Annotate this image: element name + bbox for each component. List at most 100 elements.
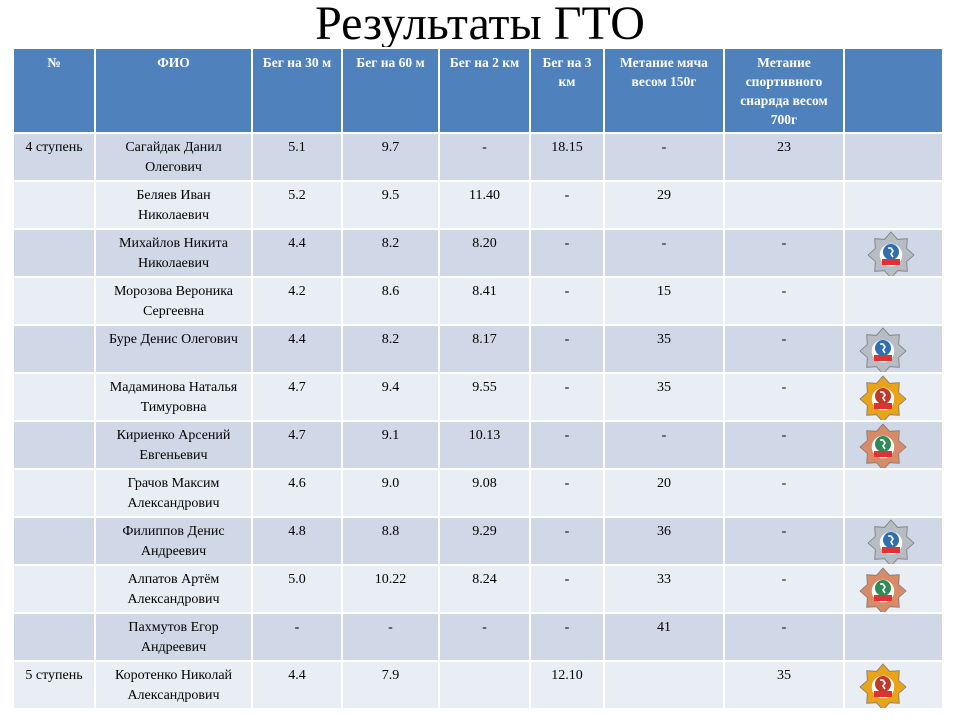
ball-throw-cell: - — [603, 228, 725, 278]
run-60m-cell: 7.9 — [341, 660, 440, 710]
run-2km-cell: 8.17 — [438, 324, 531, 374]
table-row: Филиппов Денис Андреевич 4.8 8.8 9.29 - … — [12, 516, 944, 566]
stage-cell — [12, 468, 96, 518]
stage-cell — [12, 180, 96, 230]
medal-cell — [843, 420, 944, 470]
table-row: 5 ступень Коротенко Николай Александрови… — [12, 660, 944, 710]
ball-throw-cell: 35 — [603, 324, 725, 374]
name-cell: Пахмутов Егор Андреевич — [94, 612, 253, 662]
results-table: № ФИО Бег на 30 м Бег на 60 м Бег на 2 к… — [12, 47, 944, 710]
run-3km-cell: 12.10 — [529, 660, 605, 710]
gto-badge-icon — [859, 375, 907, 419]
name-cell: Сагайдак Данил Олегович — [94, 132, 253, 182]
stage-cell — [12, 276, 96, 326]
projectile-throw-cell: 23 — [723, 132, 845, 182]
run-3km-cell: - — [529, 516, 605, 566]
col-header-ball-throw: Метание мяча весом 150г — [603, 47, 725, 134]
run-30m-cell: 4.2 — [251, 276, 343, 326]
gto-badge-icon — [867, 231, 915, 275]
stage-cell — [12, 420, 96, 470]
gto-badge-icon — [867, 519, 915, 563]
run-2km-cell: 8.41 — [438, 276, 531, 326]
stage-cell — [12, 612, 96, 662]
table-row: Морозова Вероника Сергеевна 4.2 8.6 8.41… — [12, 276, 944, 326]
col-header-number: № — [12, 47, 96, 134]
projectile-throw-cell: - — [723, 468, 845, 518]
run-60m-cell: 9.7 — [341, 132, 440, 182]
projectile-throw-cell — [723, 180, 845, 230]
run-30m-cell: 4.4 — [251, 660, 343, 710]
table-row: Беляев Иван Николаевич 5.2 9.5 11.40 - 2… — [12, 180, 944, 230]
run-60m-cell: 8.2 — [341, 324, 440, 374]
col-header-projectile-throw: Метание спортивного снаряда весом 700г — [723, 47, 845, 134]
run-2km-cell: 9.29 — [438, 516, 531, 566]
run-2km-cell: 9.08 — [438, 468, 531, 518]
run-60m-cell: 8.2 — [341, 228, 440, 278]
run-30m-cell: 4.7 — [251, 420, 343, 470]
run-2km-cell: 8.20 — [438, 228, 531, 278]
medal-cell — [843, 276, 944, 326]
run-60m-cell: - — [341, 612, 440, 662]
run-60m-cell: 10.22 — [341, 564, 440, 614]
stage-cell: 5 ступень — [12, 660, 96, 710]
run-2km-cell: 11.40 — [438, 180, 531, 230]
name-cell: Михайлов Никита Николаевич — [94, 228, 253, 278]
ball-throw-cell — [603, 660, 725, 710]
medal-cell — [843, 564, 944, 614]
run-30m-cell: 4.4 — [251, 228, 343, 278]
table-row: 4 ступень Сагайдак Данил Олегович 5.1 9.… — [12, 132, 944, 182]
table-row: Мадаминова Наталья Тимуровна 4.7 9.4 9.5… — [12, 372, 944, 422]
medal-cell — [843, 660, 944, 710]
stage-cell — [12, 564, 96, 614]
run-30m-cell: 5.1 — [251, 132, 343, 182]
stage-cell: 4 ступень — [12, 132, 96, 182]
projectile-throw-cell: 35 — [723, 660, 845, 710]
ball-throw-cell: 15 — [603, 276, 725, 326]
table-row: Алпатов Артём Александрович 5.0 10.22 8.… — [12, 564, 944, 614]
medal-cell — [843, 372, 944, 422]
ball-throw-cell: 33 — [603, 564, 725, 614]
run-3km-cell: - — [529, 612, 605, 662]
col-header-medal — [843, 47, 944, 134]
name-cell: Мадаминова Наталья Тимуровна — [94, 372, 253, 422]
run-30m-cell: 4.6 — [251, 468, 343, 518]
run-60m-cell: 8.8 — [341, 516, 440, 566]
projectile-throw-cell: - — [723, 612, 845, 662]
name-cell: Морозова Вероника Сергеевна — [94, 276, 253, 326]
run-60m-cell: 9.4 — [341, 372, 440, 422]
table-row: Кириенко Арсений Евгеньевич 4.7 9.1 10.1… — [12, 420, 944, 470]
medal-cell — [843, 324, 944, 374]
name-cell: Буре Денис Олегович — [94, 324, 253, 374]
run-30m-cell: 5.2 — [251, 180, 343, 230]
run-60m-cell: 9.0 — [341, 468, 440, 518]
ball-throw-cell: - — [603, 132, 725, 182]
run-30m-cell: 4.7 — [251, 372, 343, 422]
projectile-throw-cell: - — [723, 276, 845, 326]
run-30m-cell: 5.0 — [251, 564, 343, 614]
run-3km-cell: - — [529, 324, 605, 374]
run-3km-cell: - — [529, 420, 605, 470]
table-row: Михайлов Никита Николаевич 4.4 8.2 8.20 … — [12, 228, 944, 278]
run-30m-cell: - — [251, 612, 343, 662]
run-2km-cell: 9.55 — [438, 372, 531, 422]
projectile-throw-cell: - — [723, 324, 845, 374]
run-3km-cell: - — [529, 228, 605, 278]
run-3km-cell: - — [529, 276, 605, 326]
gto-badge-icon — [859, 567, 907, 611]
table-header-row: № ФИО Бег на 30 м Бег на 60 м Бег на 2 к… — [12, 47, 944, 134]
run-3km-cell: 18.15 — [529, 132, 605, 182]
ball-throw-cell: 35 — [603, 372, 725, 422]
run-2km-cell: 10.13 — [438, 420, 531, 470]
name-cell: Кириенко Арсений Евгеньевич — [94, 420, 253, 470]
name-cell: Грачов Максим Александрович — [94, 468, 253, 518]
medal-cell — [843, 612, 944, 662]
table-row: Пахмутов Егор Андреевич - - - - 41 - — [12, 612, 944, 662]
projectile-throw-cell: - — [723, 420, 845, 470]
medal-cell — [843, 132, 944, 182]
run-3km-cell: - — [529, 372, 605, 422]
col-header-run-30m: Бег на 30 м — [251, 47, 343, 134]
ball-throw-cell: 36 — [603, 516, 725, 566]
name-cell: Беляев Иван Николаевич — [94, 180, 253, 230]
run-30m-cell: 4.8 — [251, 516, 343, 566]
name-cell: Филиппов Денис Андреевич — [94, 516, 253, 566]
